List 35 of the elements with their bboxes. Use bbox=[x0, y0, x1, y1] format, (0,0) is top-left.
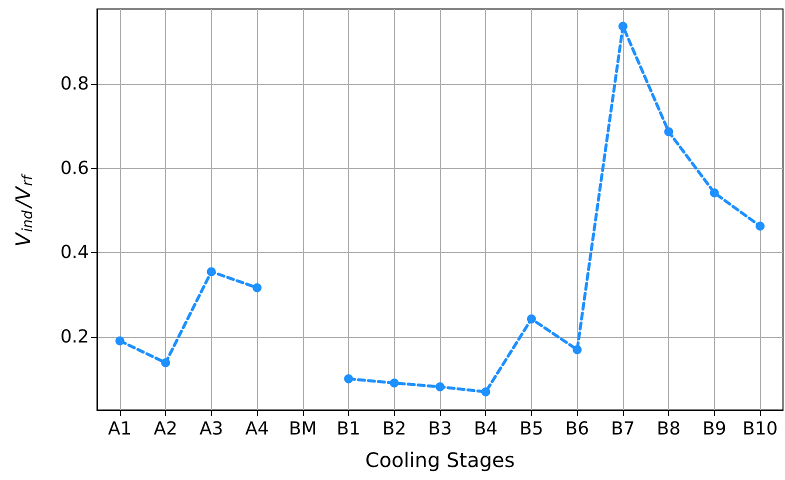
point bbox=[344, 374, 354, 384]
point bbox=[252, 283, 262, 292]
y-tick-label: 0.6 bbox=[60, 158, 89, 179]
point bbox=[206, 267, 216, 276]
point bbox=[526, 314, 536, 324]
point bbox=[572, 345, 582, 354]
x-tick-label: BM bbox=[288, 418, 317, 440]
x-tick-label: A2 bbox=[154, 418, 178, 440]
x-tick-label: B6 bbox=[565, 418, 590, 440]
x-tick-label: B9 bbox=[702, 418, 726, 440]
x-tick-label: B1 bbox=[336, 418, 360, 440]
point bbox=[618, 22, 628, 31]
point bbox=[710, 188, 719, 198]
x-tick-label: B10 bbox=[742, 418, 778, 440]
point bbox=[390, 378, 399, 388]
y-tick-label: 0.8 bbox=[60, 74, 89, 95]
x-tick-label: B4 bbox=[474, 418, 498, 440]
point bbox=[115, 336, 124, 346]
x-tick-label: B7 bbox=[611, 418, 635, 440]
x-tick-label: B5 bbox=[520, 418, 544, 440]
point bbox=[756, 222, 765, 231]
point bbox=[436, 382, 444, 392]
y-tick-label: 0.4 bbox=[60, 242, 89, 264]
x-tick-label: B8 bbox=[656, 418, 681, 440]
x-tick-label: B3 bbox=[428, 418, 452, 440]
point bbox=[481, 387, 490, 396]
x-tick-label: A4 bbox=[245, 418, 269, 440]
point bbox=[664, 127, 674, 136]
point bbox=[161, 358, 170, 368]
x-tick-label: A1 bbox=[108, 418, 132, 440]
y-tick-label: 0.2 bbox=[60, 326, 89, 348]
x-axis-title: Cooling Stages bbox=[365, 448, 515, 472]
x-tick-label: B2 bbox=[382, 418, 406, 440]
x-tick-label: A3 bbox=[199, 418, 224, 440]
y-axis-title: Vind/Vrf bbox=[11, 173, 36, 247]
